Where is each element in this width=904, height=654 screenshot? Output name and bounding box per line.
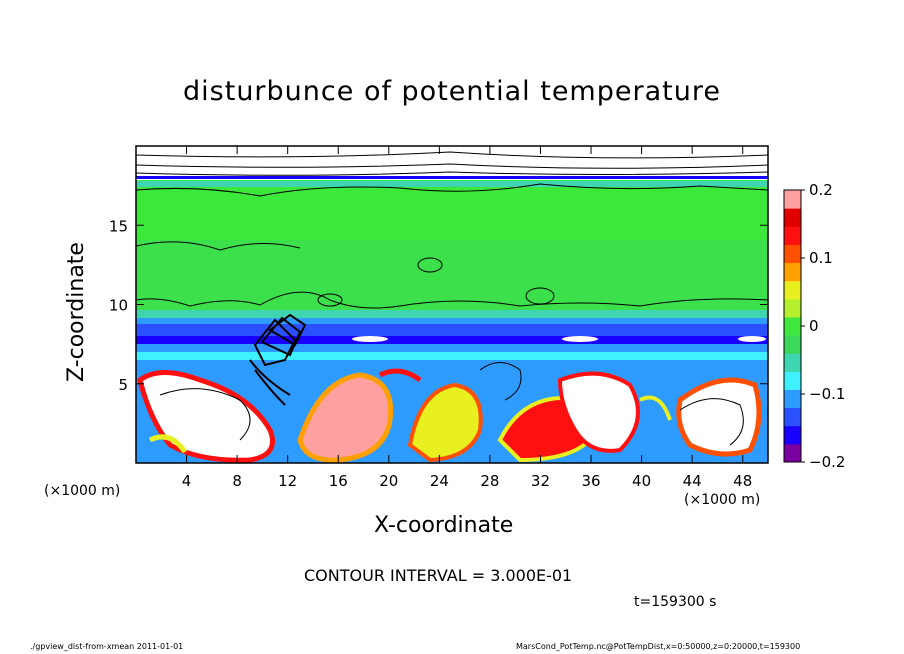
footer-right-text: MarsCond_PotTemp.nc@PotTempDist,x=0:5000…	[516, 642, 801, 651]
dense-contour-cluster	[249, 313, 307, 406]
colorbar-swatch	[784, 298, 801, 318]
heatmap-field	[136, 146, 768, 463]
colorbar: −0.2 −0.1 0 0.1 0.2	[783, 181, 845, 471]
colorbar-tick-label: 0	[809, 317, 819, 335]
colorbar-tick-label: 0.1	[809, 249, 833, 267]
colorbar-swatch	[784, 353, 801, 372]
colorbar-swatch	[784, 208, 801, 227]
x-tick-label: 8	[232, 472, 242, 490]
colorbar-swatch	[784, 244, 801, 264]
x-tick-label: 16	[329, 472, 348, 490]
colorbar-tick-label: −0.2	[809, 453, 845, 471]
x-tick-label: 36	[581, 472, 600, 490]
colorbar-swatch	[784, 443, 801, 463]
x-tick-label: 24	[430, 472, 449, 490]
colorbar-swatch	[784, 389, 801, 409]
x-unit-label-left: (×1000 m)	[44, 483, 121, 499]
x-tick-label: 20	[379, 472, 398, 490]
y-tick-label: 15	[109, 217, 128, 235]
contour-lines	[136, 151, 768, 446]
y-ticks: 5 10 15	[109, 217, 768, 394]
x-tick-label: 32	[531, 472, 550, 490]
colorbar-swatch	[784, 280, 801, 300]
footer-left-text: ./gpview_dist-from-xmean 2011-01-01	[30, 642, 184, 651]
colorbar-swatch	[784, 190, 801, 209]
x-tick-label: 48	[733, 472, 752, 490]
y-axis-label: Z-coordinate	[64, 242, 89, 382]
colorbar-swatch	[784, 335, 801, 354]
y-tick-label: 5	[118, 376, 128, 394]
colorbar-swatch	[784, 226, 801, 245]
y-tick-label: 10	[109, 297, 128, 315]
x-tick-label: 44	[683, 472, 702, 490]
x-ticks: 4 8 12 16 20 24 28 32 36 40 44 48	[182, 146, 752, 490]
x-tick-label: 12	[278, 472, 297, 490]
colorbar-swatch	[784, 316, 801, 336]
x-unit-label-right: (×1000 m)	[684, 492, 761, 508]
x-tick-label: 40	[632, 472, 651, 490]
time-label: t=159300 s	[634, 594, 717, 610]
x-tick-label: 28	[480, 472, 499, 490]
colorbar-swatch	[784, 262, 801, 282]
x-axis-label: X-coordinate	[374, 513, 514, 538]
colorbar-tick-label: −0.1	[809, 385, 845, 403]
colorbar-tick-label: 0.2	[809, 181, 833, 199]
lower-turbulence	[137, 368, 762, 463]
colorbar-swatch	[784, 371, 801, 390]
chart-title: disturbunce of potential temperature	[183, 76, 721, 107]
colorbar-swatch	[784, 407, 801, 427]
colorbar-swatch	[784, 425, 801, 445]
x-tick-label: 4	[182, 472, 192, 490]
contour-interval-label: CONTOUR INTERVAL = 3.000E-01	[304, 566, 573, 585]
